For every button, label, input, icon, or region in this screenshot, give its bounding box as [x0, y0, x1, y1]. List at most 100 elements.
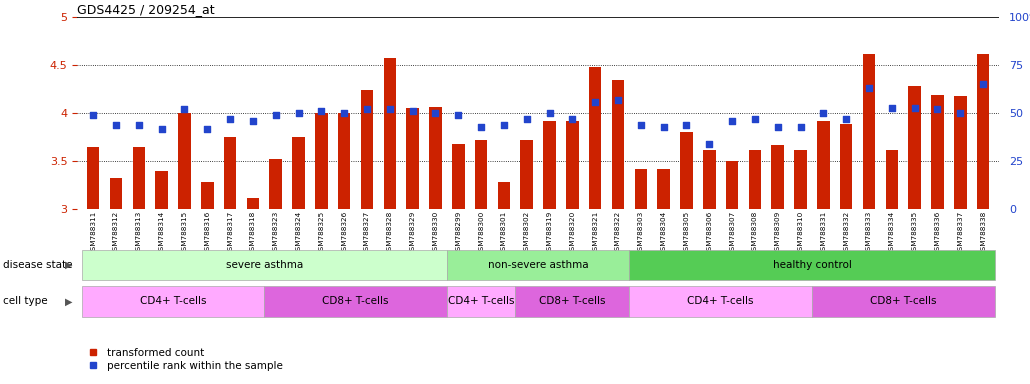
Text: ▶: ▶: [65, 296, 72, 306]
Point: [473, 124, 489, 130]
Text: non-severe asthma: non-severe asthma: [488, 260, 588, 270]
Point: [974, 81, 991, 88]
Text: cell type: cell type: [3, 296, 47, 306]
Point: [405, 108, 421, 114]
Bar: [908, 86, 921, 209]
Point: [542, 110, 558, 116]
Bar: [497, 182, 510, 209]
Bar: [976, 54, 990, 209]
Bar: [452, 144, 465, 209]
Point: [221, 116, 238, 122]
Bar: [360, 90, 373, 209]
Bar: [475, 140, 487, 209]
Point: [290, 110, 307, 116]
Point: [153, 126, 170, 132]
Bar: [293, 137, 305, 209]
Bar: [629, 286, 812, 317]
Point: [815, 110, 831, 116]
Point: [176, 106, 193, 113]
Bar: [931, 95, 943, 209]
Bar: [954, 96, 966, 209]
Bar: [87, 147, 100, 209]
Text: disease state: disease state: [3, 260, 72, 270]
Point: [952, 110, 968, 116]
Bar: [338, 113, 350, 209]
Bar: [817, 121, 830, 209]
Point: [108, 122, 125, 128]
Bar: [447, 250, 629, 280]
Bar: [812, 286, 995, 317]
Text: CD4+ T-cells: CD4+ T-cells: [140, 296, 206, 306]
Bar: [270, 159, 282, 209]
Bar: [726, 161, 739, 209]
Bar: [265, 286, 447, 317]
Point: [792, 124, 809, 130]
Bar: [156, 171, 168, 209]
Text: severe asthma: severe asthma: [226, 260, 303, 270]
Bar: [407, 108, 419, 209]
Point: [587, 99, 604, 105]
Point: [747, 116, 763, 122]
Bar: [703, 150, 716, 209]
Bar: [81, 286, 265, 317]
Point: [427, 110, 444, 116]
Point: [724, 118, 741, 124]
Point: [518, 116, 535, 122]
Bar: [589, 67, 602, 209]
Bar: [543, 121, 556, 209]
Bar: [447, 286, 515, 317]
Point: [610, 97, 626, 103]
Bar: [246, 198, 260, 209]
Point: [382, 106, 399, 113]
Bar: [612, 80, 624, 209]
Bar: [81, 250, 447, 280]
Bar: [794, 150, 806, 209]
Text: ▶: ▶: [65, 260, 72, 270]
Point: [450, 112, 467, 118]
Text: GDS4425 / 209254_at: GDS4425 / 209254_at: [77, 3, 215, 16]
Bar: [839, 124, 853, 209]
Bar: [315, 113, 328, 209]
Bar: [657, 169, 670, 209]
Point: [769, 124, 786, 130]
Text: CD4+ T-cells: CD4+ T-cells: [448, 296, 514, 306]
Bar: [634, 169, 647, 209]
Point: [131, 122, 147, 128]
Text: healthy control: healthy control: [772, 260, 852, 270]
Point: [245, 118, 262, 124]
Bar: [566, 121, 579, 209]
Point: [838, 116, 855, 122]
Bar: [133, 147, 145, 209]
Bar: [771, 145, 784, 209]
Point: [632, 122, 649, 128]
Bar: [383, 58, 397, 209]
Bar: [680, 132, 693, 209]
Bar: [178, 113, 191, 209]
Point: [655, 124, 672, 130]
Point: [564, 116, 581, 122]
Point: [861, 85, 878, 91]
Bar: [201, 182, 213, 209]
Bar: [224, 137, 237, 209]
Bar: [515, 286, 629, 317]
Text: CD8+ T-cells: CD8+ T-cells: [870, 296, 936, 306]
Bar: [863, 54, 876, 209]
Text: CD8+ T-cells: CD8+ T-cells: [322, 296, 389, 306]
Point: [313, 108, 330, 114]
Point: [358, 106, 375, 113]
Point: [906, 104, 923, 111]
Bar: [749, 150, 761, 209]
Point: [884, 104, 900, 111]
Point: [495, 122, 512, 128]
Bar: [430, 107, 442, 209]
Point: [929, 106, 946, 113]
Bar: [520, 140, 534, 209]
Point: [268, 112, 284, 118]
Point: [85, 112, 102, 118]
Point: [199, 126, 215, 132]
Point: [336, 110, 352, 116]
Bar: [886, 150, 898, 209]
Point: [678, 122, 694, 128]
Text: CD8+ T-cells: CD8+ T-cells: [539, 296, 606, 306]
Bar: [110, 178, 123, 209]
